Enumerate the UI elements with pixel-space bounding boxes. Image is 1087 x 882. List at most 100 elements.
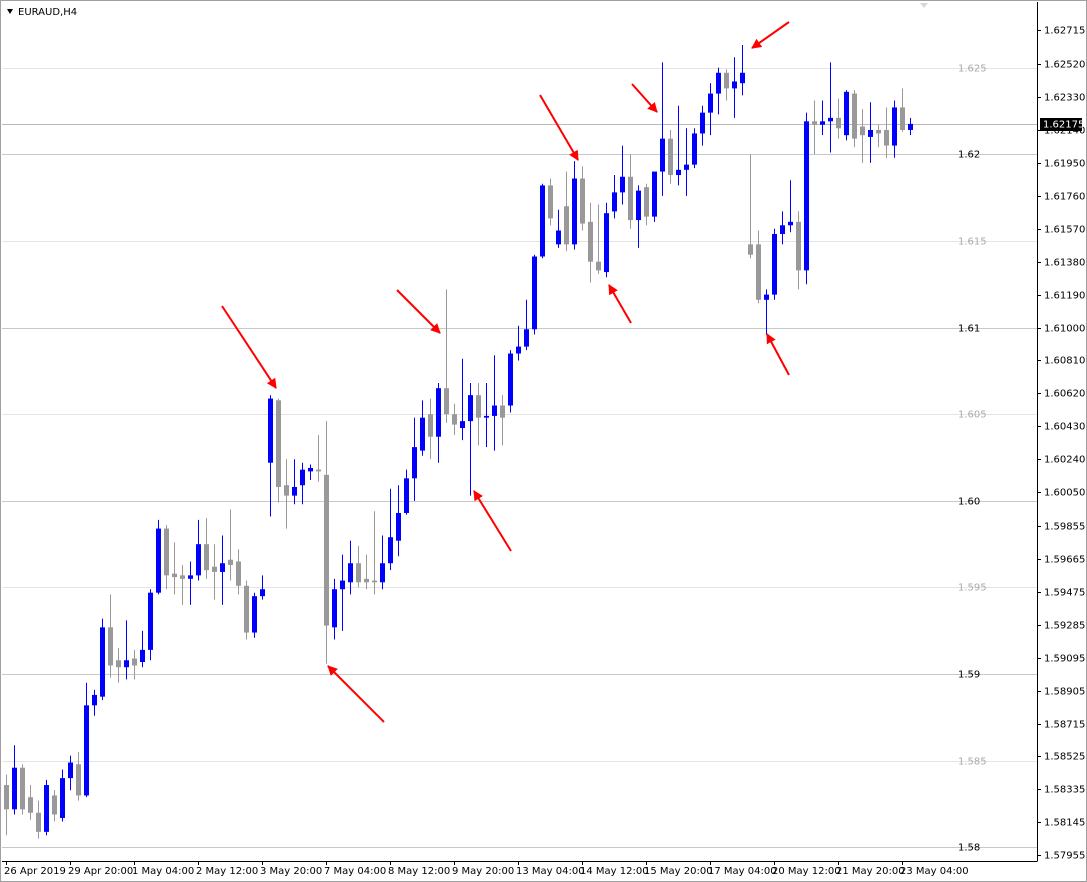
x-tick-label: 29 Apr 20:00: [68, 866, 133, 877]
y-tick-label: 1.59475: [1044, 588, 1085, 599]
y-tick-label: 1.62520: [1044, 60, 1085, 71]
candle-body: [148, 592, 153, 650]
candle-body: [508, 353, 513, 406]
y-tick-label: 1.58715: [1044, 720, 1085, 731]
candle-body: [812, 121, 817, 125]
candle-body: [100, 627, 105, 697]
x-tick-label: 7 May 04:00: [324, 866, 386, 877]
candle-body: [500, 405, 505, 418]
candle-body: [748, 244, 753, 255]
arrow: [751, 21, 790, 49]
candle-body: [900, 107, 905, 130]
candle-body: [220, 563, 225, 572]
candle-body: [84, 705, 89, 796]
y-tick-label: 1.59855: [1044, 522, 1085, 533]
candle-body: [20, 767, 25, 810]
y-tick-label: 1.61570: [1044, 225, 1085, 236]
candle-body: [420, 417, 425, 451]
candle-body: [140, 649, 145, 663]
candle-body: [28, 797, 33, 813]
x-tick-label: 14 May 12:00: [580, 866, 649, 877]
candle-body: [644, 187, 649, 217]
candle-body: [668, 138, 673, 176]
candle-body: [532, 256, 537, 330]
candle-body: [884, 129, 889, 146]
candle-body: [684, 164, 689, 170]
level-label: 1.58: [958, 843, 980, 854]
candle-body: [700, 112, 705, 134]
candle-body: [436, 388, 441, 437]
level-label: 1.60: [958, 497, 980, 508]
y-tick-label: 1.62715: [1044, 26, 1085, 37]
candle-layer: [4, 45, 913, 839]
candle-body: [604, 213, 609, 273]
candle-body: [524, 329, 529, 347]
candle-body: [516, 346, 521, 354]
scroll-icon[interactable]: [920, 3, 928, 8]
current-price-box: [1040, 118, 1082, 131]
candle-body: [60, 778, 65, 818]
candle-body: [404, 478, 409, 513]
y-tick-label: 1.61000: [1044, 324, 1085, 335]
candle-body: [332, 589, 337, 628]
candle-body: [860, 126, 865, 136]
candle-body: [276, 400, 281, 487]
annotation-arrows: [221, 21, 790, 723]
candle-body: [724, 72, 729, 89]
candle-body: [292, 486, 297, 496]
candle-body: [68, 762, 73, 779]
y-tick-label: 1.60240: [1044, 455, 1085, 466]
candle-body: [636, 190, 641, 221]
menu-icon[interactable]: [7, 9, 13, 14]
candle-body: [580, 178, 585, 224]
candle-body: [868, 129, 873, 137]
y-tick-label: 1.60810: [1044, 356, 1085, 367]
y-tick-label: 1.59095: [1044, 654, 1085, 665]
candle-body: [820, 121, 825, 125]
y-tick-label: 1.58335: [1044, 785, 1085, 796]
candle-body: [252, 596, 257, 633]
level-label: 1.59: [958, 670, 980, 681]
candle-body: [564, 206, 569, 245]
candle-body: [732, 81, 737, 89]
arrow: [631, 83, 658, 113]
level-label: 1.605: [958, 410, 987, 421]
candle-body: [660, 138, 665, 172]
level-label: 1.61: [958, 324, 980, 335]
candle-body: [236, 561, 241, 586]
candle-body: [876, 129, 881, 134]
candle-body: [652, 171, 657, 217]
candle-body: [444, 388, 449, 415]
candle-body: [852, 93, 857, 139]
y-tick-label: 1.62330: [1044, 93, 1085, 104]
candle-body: [412, 447, 417, 479]
candle-body: [484, 415, 489, 418]
candle-body: [364, 578, 369, 583]
candle-body: [764, 294, 769, 300]
candle-body: [316, 469, 321, 472]
arrow: [608, 284, 632, 324]
grid-layer: 1.625 1.62 1.615 1.61 1.605 1.60 1.595 1.59 1.58…: [2, 64, 1037, 854]
candle-body: [804, 121, 809, 271]
candle-body: [156, 528, 161, 593]
y-tick-label: 1.60430: [1044, 422, 1085, 433]
y-tick-label: 1.61190: [1044, 291, 1085, 302]
candle-body: [204, 544, 209, 571]
candle-body: [164, 528, 169, 576]
candle-body: [548, 185, 553, 219]
candle-body: [340, 580, 345, 590]
candle-body: [12, 767, 17, 810]
candle-body: [260, 589, 265, 597]
candle-body: [396, 512, 401, 541]
arrow: [396, 289, 441, 334]
candle-body: [108, 627, 113, 666]
candle-body: [308, 467, 313, 472]
y-tick-label: 1.58525: [1044, 752, 1085, 763]
candle-body: [596, 261, 601, 271]
arrow: [473, 490, 512, 552]
candle-body: [372, 580, 377, 583]
x-tick-label: 8 May 12:00: [388, 866, 450, 877]
y-tick-label: 1.60620: [1044, 389, 1085, 400]
